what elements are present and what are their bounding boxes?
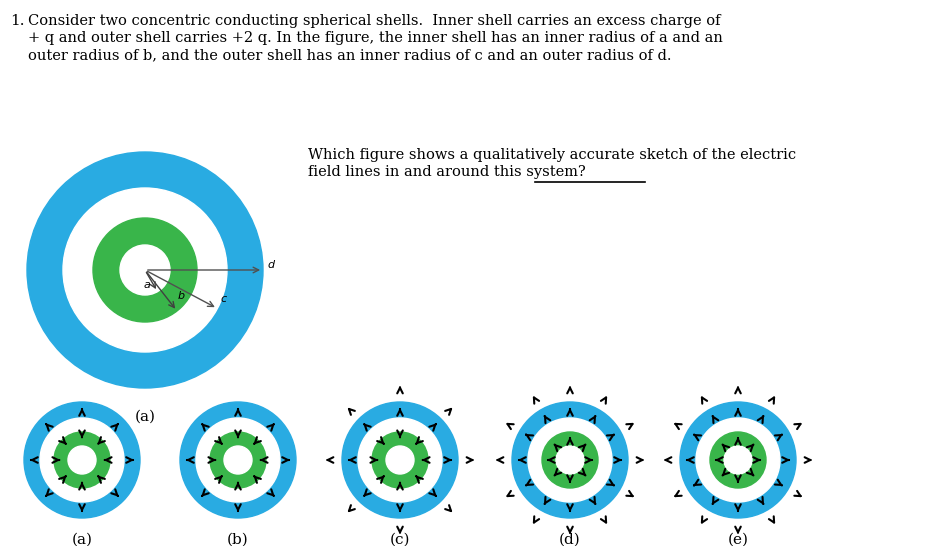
- Text: 1.: 1.: [10, 14, 24, 28]
- Text: (c): (c): [390, 533, 411, 546]
- Text: Consider two concentric conducting spherical shells.  Inner shell carries an exc: Consider two concentric conducting spher…: [28, 14, 720, 28]
- Circle shape: [27, 152, 263, 388]
- Circle shape: [724, 446, 752, 474]
- Circle shape: [210, 432, 266, 488]
- Text: d: d: [267, 260, 274, 270]
- Circle shape: [512, 402, 628, 518]
- Circle shape: [40, 418, 124, 502]
- Text: (b): (b): [227, 533, 249, 546]
- Text: (a): (a): [72, 533, 92, 546]
- Text: outer radius of b, and the outer shell has an inner radius of c and an outer rad: outer radius of b, and the outer shell h…: [28, 48, 672, 62]
- Circle shape: [196, 418, 280, 502]
- Text: (a): (a): [134, 410, 156, 424]
- Circle shape: [556, 446, 584, 474]
- Circle shape: [24, 402, 140, 518]
- Circle shape: [372, 432, 428, 488]
- Circle shape: [63, 188, 227, 352]
- Circle shape: [680, 402, 796, 518]
- Circle shape: [120, 245, 170, 295]
- Circle shape: [542, 432, 598, 488]
- Circle shape: [386, 446, 414, 474]
- Circle shape: [180, 402, 296, 518]
- Circle shape: [358, 418, 442, 502]
- Circle shape: [68, 446, 96, 474]
- Circle shape: [528, 418, 612, 502]
- Circle shape: [93, 218, 197, 322]
- Text: + q and outer shell carries +2 q. In the figure, the inner shell has an inner ra: + q and outer shell carries +2 q. In the…: [28, 31, 723, 45]
- Text: a: a: [144, 280, 150, 289]
- Circle shape: [342, 402, 458, 518]
- Circle shape: [224, 446, 252, 474]
- Circle shape: [54, 432, 110, 488]
- Text: field lines in and around this system?: field lines in and around this system?: [308, 165, 586, 179]
- Circle shape: [696, 418, 780, 502]
- Text: (e): (e): [728, 533, 748, 546]
- Text: (d): (d): [559, 533, 581, 546]
- Text: c: c: [220, 294, 227, 305]
- Text: Which figure shows a qualitatively accurate sketch of the electric: Which figure shows a qualitatively accur…: [308, 148, 796, 162]
- Text: b: b: [178, 291, 185, 301]
- Circle shape: [710, 432, 766, 488]
